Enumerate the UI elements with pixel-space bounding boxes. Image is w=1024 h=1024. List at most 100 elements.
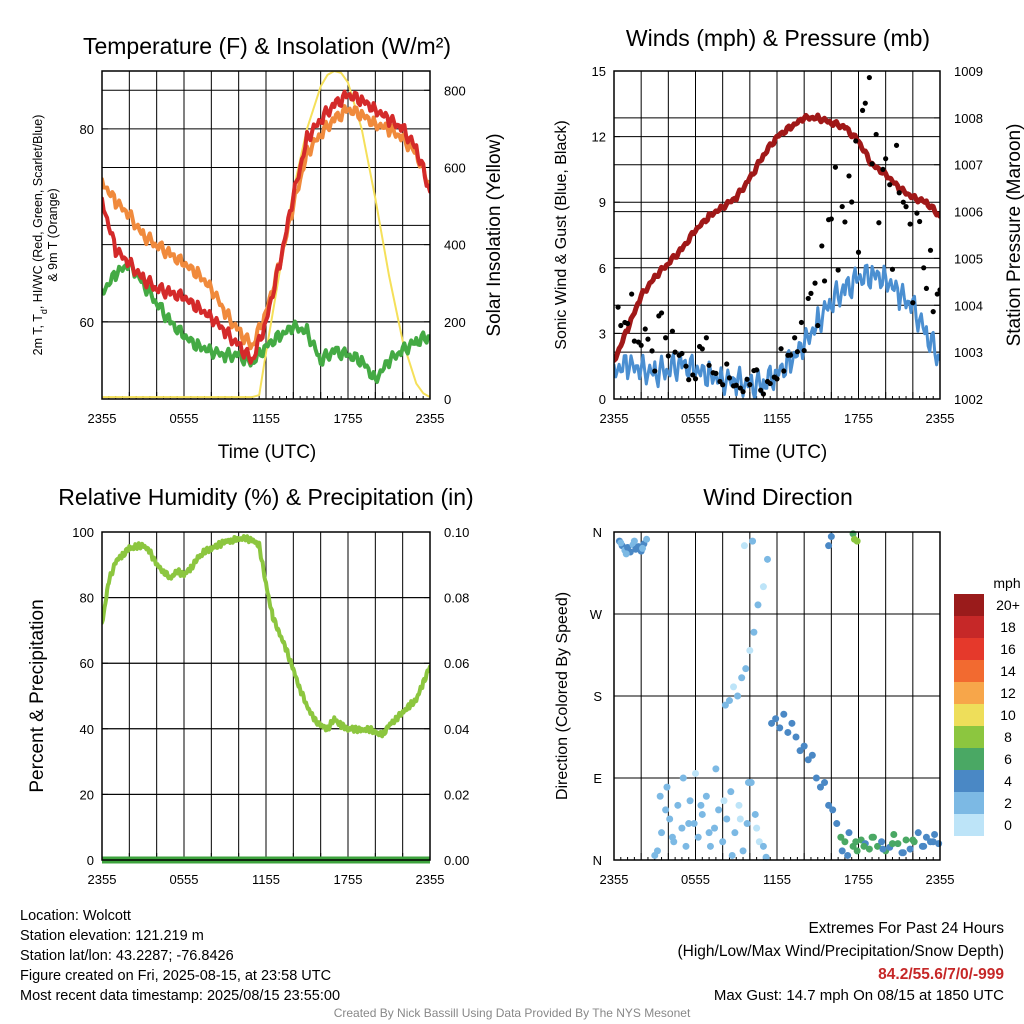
- gust-point: [699, 346, 705, 352]
- direction-point: [723, 815, 731, 823]
- direction-point: [829, 806, 837, 814]
- gust-point: [713, 370, 719, 376]
- direction-point: [852, 838, 860, 846]
- direction-point: [721, 701, 729, 709]
- gust-point: [649, 348, 655, 354]
- gust-point: [754, 367, 760, 373]
- gust-point: [819, 243, 825, 249]
- y-tick-label: 100: [72, 525, 94, 540]
- direction-point: [744, 779, 752, 787]
- direction-point: [690, 820, 698, 828]
- gust-point: [645, 336, 651, 342]
- gust-point: [923, 285, 930, 292]
- y2-tick-label: 0.00: [444, 853, 469, 868]
- extremes-title: Extremes For Past 24 Hours: [808, 920, 1004, 937]
- y2-tick-label: 1005: [954, 251, 983, 266]
- y2-tick-label: 1006: [954, 205, 983, 220]
- y2-tick-label: 1004: [954, 298, 983, 313]
- y2-tick-label: 1008: [954, 111, 983, 126]
- gust-point: [930, 309, 936, 315]
- direction-point: [720, 797, 728, 805]
- colorbar-swatch: [954, 616, 984, 638]
- gust-point: [663, 335, 669, 341]
- gust-point: [876, 220, 882, 226]
- colorbar-swatch: [954, 682, 984, 704]
- gust-point: [927, 247, 934, 253]
- winds-y-label: Sonic Wind & Gust (Blue, Black): [553, 120, 570, 349]
- direction-point: [685, 820, 693, 828]
- y2-tick-label: 0: [444, 392, 451, 407]
- x-tick-label: 2355: [600, 872, 629, 887]
- colorbar-label: 10: [1000, 707, 1016, 723]
- direction-point: [731, 829, 739, 837]
- direction-point: [719, 838, 727, 846]
- y2-tick-label: 0.06: [444, 656, 469, 671]
- humidity-title: Relative Humidity (%) & Precipitation (i…: [58, 484, 473, 510]
- direction-point: [914, 829, 922, 837]
- gust-point: [805, 295, 811, 302]
- gust-point: [914, 210, 920, 216]
- gust-point: [846, 173, 852, 179]
- y-tick-label: 15: [592, 64, 606, 79]
- direction-point: [686, 797, 694, 805]
- gust-point: [703, 335, 709, 341]
- direction-point: [694, 833, 702, 841]
- gust-point: [900, 199, 906, 205]
- gust-point: [907, 221, 913, 227]
- gust-point: [683, 363, 689, 369]
- y-tick-label: 0: [87, 853, 94, 868]
- direction-point: [865, 845, 873, 853]
- direction-point: [706, 842, 714, 850]
- gust-point: [794, 349, 800, 355]
- series-line: [102, 257, 430, 384]
- direction-point: [812, 774, 820, 782]
- direction-point: [874, 842, 882, 850]
- colorbar-label: 6: [1004, 751, 1012, 767]
- gust-point: [896, 190, 902, 196]
- direction-point: [890, 830, 898, 838]
- y2-tick-label: 1009: [954, 64, 983, 79]
- direction-point: [780, 710, 788, 718]
- gust-point: [774, 376, 780, 382]
- gust-point: [887, 182, 893, 188]
- gust-point: [839, 203, 845, 210]
- gust-point: [760, 391, 767, 397]
- temperature-title: Temperature (F) & Insolation (W/m²): [83, 33, 451, 59]
- direction-tick-label: N: [593, 853, 602, 868]
- y2-tick-label: 1002: [954, 392, 983, 407]
- pressure-y-label: Station Pressure (Maroon): [1004, 124, 1024, 347]
- y-tick-label: 40: [80, 722, 94, 737]
- gust-point: [740, 389, 746, 395]
- series-line: [102, 89, 430, 365]
- direction-point: [663, 783, 671, 791]
- y-tick-label: 3: [599, 326, 606, 341]
- series-line: [102, 104, 430, 351]
- series-line: [102, 534, 430, 739]
- direction-point: [692, 769, 699, 777]
- gust-point: [720, 382, 726, 388]
- direction-point: [759, 842, 767, 850]
- gust-point: [828, 216, 834, 222]
- direction-point: [734, 692, 742, 700]
- gust-point: [862, 100, 868, 106]
- gust-point: [821, 278, 828, 284]
- direction-point: [730, 683, 738, 691]
- series-line: [614, 112, 940, 363]
- direction-point: [844, 851, 852, 859]
- y2-tick-label: 800: [444, 83, 466, 98]
- plot-frame: [101, 531, 431, 861]
- direction-point: [742, 665, 750, 673]
- y-tick-label: 0: [599, 392, 606, 407]
- wind-direction-title: Wind Direction: [703, 484, 853, 510]
- direction-point: [740, 542, 748, 550]
- gust-point: [615, 304, 621, 310]
- colorbar-label: 8: [1004, 729, 1012, 745]
- wind-series: [614, 74, 940, 399]
- direction-point: [825, 801, 833, 809]
- direction-point: [702, 792, 710, 800]
- direction-point: [679, 774, 687, 782]
- direction-point: [762, 853, 770, 861]
- x-tick-label: 2355: [416, 872, 445, 887]
- extremes-values: 84.2/55.6/7/0/-999: [878, 966, 1004, 983]
- gust-point: [642, 326, 648, 332]
